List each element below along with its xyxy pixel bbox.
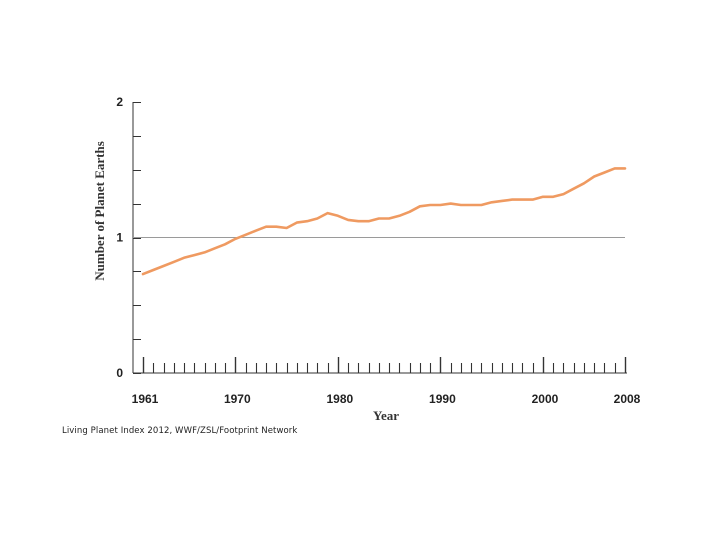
x-tick-label: 2000: [532, 392, 559, 406]
y-tick-label: 0: [116, 366, 123, 380]
x-tick-label: 2008: [614, 392, 641, 406]
x-tick-label: 1970: [224, 392, 251, 406]
x-tick-label: 1980: [326, 392, 353, 406]
x-axis-ticks: [142, 357, 627, 373]
x-tick-label: 1990: [429, 392, 456, 406]
y-axis-tick-labels: 0 1 2: [116, 95, 123, 380]
y-tick-label: 2: [116, 95, 123, 109]
y-tick-label: 1: [116, 231, 123, 245]
y-axis-ticks: [133, 102, 141, 374]
x-axis-tick-labels: 1961 1970 1980 1990 2000 2008: [132, 392, 641, 406]
series-line-ecological-footprint: [141, 167, 627, 276]
x-tick-label: 1961: [132, 392, 159, 406]
y-axis-title: Number of Planet Earths: [92, 141, 107, 281]
line-chart: 0 1 2 1961 1970 1980 1990 2000 2008 Year Number…: [92, 95, 641, 423]
source-caption: Living Planet Index 2012, WWF/ZSL/Footpr…: [62, 426, 298, 436]
x-axis-title: Year: [373, 408, 399, 423]
